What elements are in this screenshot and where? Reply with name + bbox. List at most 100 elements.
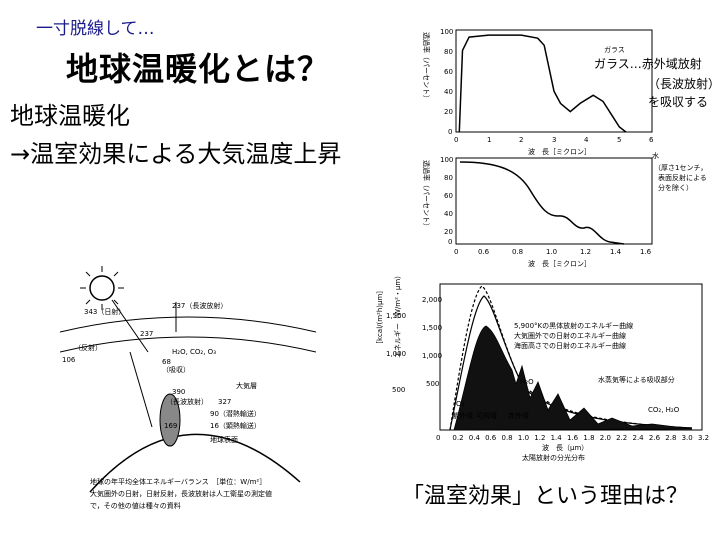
glass-ytick: 20 <box>444 108 453 116</box>
spectrum-xtick: 3.0 <box>682 434 693 442</box>
label-390-desc: （長波放射） <box>166 397 208 406</box>
water-x-ticks: 0 0.6 0.8 1.0 1.2 1.4 1.6 <box>454 248 652 256</box>
extraterrestrial-curve <box>449 295 693 431</box>
glass-xtick: 4 <box>584 136 589 144</box>
spectrum-xtick: 2.6 <box>649 434 661 442</box>
water-xtick: 1.0 <box>546 248 557 256</box>
ground-block <box>159 393 181 447</box>
label-atmosphere: 大気層 <box>236 381 257 390</box>
sun-icon <box>80 266 124 310</box>
spectrum-xtick: 0.2 <box>452 434 463 442</box>
spectrum-xtick: 1.8 <box>583 434 594 442</box>
energy-balance-figure: 343（日射） 237（長波放射） 237 （反射） 106 H₂O, CO₂,… <box>60 262 316 518</box>
glass-note-small: ガラス <box>604 45 625 54</box>
spectrum-xtick: 2.0 <box>600 434 611 442</box>
spectrum-ytick-left: 500 <box>392 386 405 394</box>
label-237: 237 <box>140 330 153 338</box>
label-390: 390 <box>172 388 185 396</box>
water-curve <box>459 161 625 245</box>
water-ytick: 20 <box>444 228 453 236</box>
spectrum-y-ticks-right: 2,000 1,500 1,000 500 <box>422 296 442 388</box>
spectrum-xtick: 2.4 <box>633 434 645 442</box>
glass-ytick: 0 <box>448 128 452 136</box>
spectrum-ytick-left: 1,500 <box>386 312 406 320</box>
mol-h2o: H₂O <box>520 378 534 386</box>
spectrum-xtick: 3.2 <box>698 434 709 442</box>
label-343: 343（日射） <box>84 307 125 316</box>
spectrum-ytick-right: 1,000 <box>422 352 442 360</box>
glass-ytick: 80 <box>444 48 453 56</box>
water-ytick: 80 <box>444 174 453 182</box>
water-xtick: 0.8 <box>512 248 523 256</box>
spectrum-xtick: 2.2 <box>616 434 627 442</box>
glass-xtick: 3 <box>552 136 556 144</box>
label-16: 16（顕熱輸送） <box>210 421 261 430</box>
spectrum-legend-3: 海面高さでの日射のエネルギー曲線 <box>514 341 626 350</box>
spectrum-caption: 太陽放射の分光分布 <box>522 453 585 462</box>
spectrum-xtick: 2.8 <box>665 434 676 442</box>
spectrum-ytick-left: 1,000 <box>386 350 406 358</box>
label-ground: 地球表面 <box>210 435 238 444</box>
water-ytick: 40 <box>444 210 453 218</box>
label-gases: H₂O, CO₂, O₃ <box>172 348 216 356</box>
spectrum-xtick: 0.8 <box>502 434 513 442</box>
label-106: 106 <box>62 356 76 364</box>
water-xtick: 1.6 <box>640 248 652 256</box>
spectrum-xtick: 0 <box>436 434 440 442</box>
water-note-line3: 分を除く） <box>658 183 693 192</box>
definition-text: →温室効果による大気温度上昇 <box>10 140 342 168</box>
glass-note-line1: ガラス…赤外域放射 <box>594 56 702 71</box>
water-note-line1: （厚さ1センチ， <box>654 164 707 172</box>
spectrum-plot-frame <box>439 283 703 431</box>
water-ytick: 100 <box>440 156 453 164</box>
spectrum-xtick: 1.4 <box>551 434 563 442</box>
spectrum-absorb-label: 水蒸気等による吸収部分 <box>598 375 675 384</box>
spectrum-legend-1: 5,900°Kの黒体放射のエネルギー曲線 <box>514 321 633 330</box>
spectrum-xtick: 1.6 <box>567 434 579 442</box>
water-plot-frame <box>455 157 653 245</box>
label-reflected: （反射） <box>74 343 102 352</box>
blackbody-curve <box>449 285 693 431</box>
earth-surface-arc <box>89 433 301 493</box>
band-visible: 可視域 <box>476 411 497 420</box>
label-90: 90（潜熱輸送） <box>210 409 261 418</box>
label-237-out: 237（長波放射） <box>172 301 227 310</box>
spectrum-xtick: 1.0 <box>518 434 529 442</box>
reflect-arrow <box>129 351 153 428</box>
water-note-title: 水 <box>652 151 659 160</box>
sun-in-arrow <box>111 299 149 353</box>
water-xtick: 1.2 <box>580 248 591 256</box>
mol-o3: O₃ <box>456 400 465 408</box>
caption-line2: 大気圏外の日射，日射反射，長波放射は人工衛星の測定値 <box>90 489 272 498</box>
water-y-ticks: 100 80 60 40 20 0 <box>440 156 453 246</box>
spectrum-xtick: 0.4 <box>469 434 481 442</box>
label-169: 169 <box>164 422 177 430</box>
label-absorbed: （吸収） <box>162 366 190 374</box>
band-uv: 紫外域 <box>452 411 473 420</box>
water-transmittance-figure: 透過率（パーセント） 100 80 60 40 20 0 0 0.6 0.8 1… <box>418 150 714 270</box>
outer-atmosphere-arc <box>60 316 316 333</box>
water-xtick: 0.6 <box>478 248 490 256</box>
glass-note-line3: を吸収する <box>648 95 708 109</box>
water-ylabel: 透過率（パーセント） <box>422 160 431 230</box>
spectrum-xlabel: 波 長（μm） <box>542 443 588 452</box>
glass-ytick: 100 <box>440 28 453 36</box>
sea-level-absorption <box>453 325 693 431</box>
spectrum-legend-2: 大気圏外での日射のエネルギー曲線 <box>514 331 626 340</box>
glass-xtick: 2 <box>519 136 523 144</box>
spectrum-ylabel-left: ［kcal/(m²h)μm］ <box>376 287 384 348</box>
glass-note-line2: （長波放射） <box>648 76 714 91</box>
glass-xtick: 5 <box>617 136 621 144</box>
water-xtick: 0 <box>454 248 458 256</box>
water-note-line2: 表面反射による <box>658 173 707 182</box>
water-xlabel: 波 長［ミクロン］ <box>528 259 591 268</box>
glass-plot-frame <box>455 29 653 133</box>
caption-line3: で，その他の値は種々の資料 <box>90 501 181 510</box>
glass-y-ticks: 100 80 60 40 20 0 <box>440 28 453 136</box>
glass-xtick: 0 <box>454 136 458 144</box>
glass-ytick: 40 <box>444 88 453 96</box>
caption-line1: 地球の年平均全体エネルギーバランス ［単位：W/m²］ <box>90 477 266 486</box>
water-ytick: 60 <box>444 192 453 200</box>
spectrum-ytick-right: 500 <box>426 380 439 388</box>
spectrum-xtick: 0.6 <box>485 434 497 442</box>
